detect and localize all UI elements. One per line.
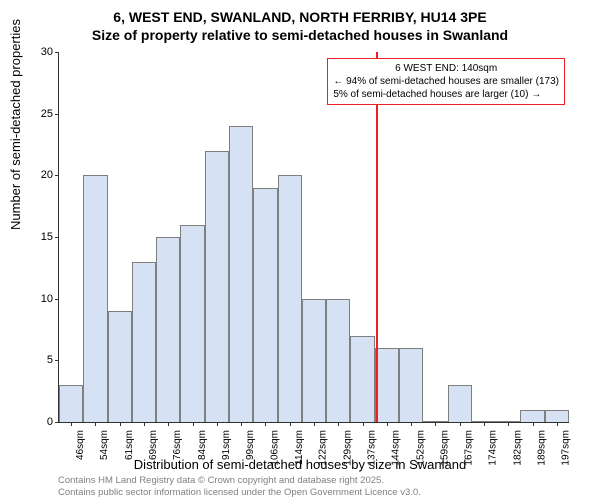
xtick-label: 84sqm [197, 430, 208, 460]
histogram-bar [326, 299, 350, 422]
histogram-bar [229, 126, 253, 422]
footer: Contains HM Land Registry data © Crown c… [58, 475, 421, 498]
xtick-mark [144, 422, 145, 426]
xtick-mark [168, 422, 169, 426]
xtick-mark [387, 422, 388, 426]
histogram-bar [278, 175, 302, 422]
xtick-mark [95, 422, 96, 426]
ytick-mark [55, 360, 59, 361]
ytick-mark [55, 422, 59, 423]
histogram-bar [132, 262, 156, 422]
xtick-label: 46sqm [75, 430, 86, 460]
xtick-mark [363, 422, 364, 426]
callout-box: 6 WEST END: 140sqm← 94% of semi-detached… [327, 58, 565, 105]
histogram-bar [156, 237, 180, 422]
histogram-bar [545, 410, 569, 422]
histogram-bar [520, 410, 544, 422]
xtick-mark [533, 422, 534, 426]
xtick-mark [484, 422, 485, 426]
xtick-mark [120, 422, 121, 426]
xtick-mark [508, 422, 509, 426]
ytick-label: 0 [27, 416, 53, 428]
title-line-2: Size of property relative to semi-detach… [0, 26, 600, 44]
histogram-bar [448, 385, 472, 422]
xtick-label: 91sqm [221, 430, 232, 460]
callout-line-2: ← 94% of semi-detached houses are smalle… [333, 75, 559, 88]
histogram-bar [59, 385, 83, 422]
xtick-mark [435, 422, 436, 426]
xtick-label: 76sqm [172, 430, 183, 460]
xtick-mark [241, 422, 242, 426]
x-axis-label: Distribution of semi-detached houses by … [0, 457, 600, 472]
xtick-mark [217, 422, 218, 426]
histogram-bar [108, 311, 132, 422]
ytick-mark [55, 175, 59, 176]
histogram-bar [253, 188, 277, 422]
histogram-bar [302, 299, 326, 422]
xtick-mark [338, 422, 339, 426]
footer-line-2: Contains public sector information licen… [58, 487, 421, 498]
ytick-mark [55, 237, 59, 238]
xtick-label: 99sqm [245, 430, 256, 460]
xtick-label: 61sqm [124, 430, 135, 460]
chart-container: 6, WEST END, SWANLAND, NORTH FERRIBY, HU… [0, 0, 600, 500]
callout-line-1: 6 WEST END: 140sqm [333, 62, 559, 75]
histogram-bar [205, 151, 229, 422]
histogram-bar [350, 336, 374, 422]
ytick-label: 15 [27, 231, 53, 243]
marker-line [376, 52, 378, 422]
ytick-mark [55, 299, 59, 300]
xtick-mark [265, 422, 266, 426]
footer-line-1: Contains HM Land Registry data © Crown c… [58, 475, 421, 486]
xtick-mark [71, 422, 72, 426]
xtick-label: 54sqm [99, 430, 110, 460]
plot-area: 05101520253046sqm54sqm61sqm69sqm76sqm84s… [58, 52, 569, 423]
title-line-1: 6, WEST END, SWANLAND, NORTH FERRIBY, HU… [0, 8, 600, 26]
histogram-bar [375, 348, 399, 422]
ytick-label: 5 [27, 354, 53, 366]
ytick-label: 10 [27, 293, 53, 305]
ytick-label: 30 [27, 46, 53, 58]
ytick-mark [55, 114, 59, 115]
xtick-label: 69sqm [148, 430, 159, 460]
callout-line-3: 5% of semi-detached houses are larger (1… [333, 88, 559, 101]
xtick-mark [411, 422, 412, 426]
xtick-mark [557, 422, 558, 426]
histogram-bar [399, 348, 423, 422]
ytick-label: 25 [27, 108, 53, 120]
histogram-bar [180, 225, 204, 422]
ytick-mark [55, 52, 59, 53]
histogram-bar [83, 175, 107, 422]
ytick-label: 20 [27, 169, 53, 181]
xtick-mark [314, 422, 315, 426]
xtick-mark [290, 422, 291, 426]
xtick-mark [460, 422, 461, 426]
title-block: 6, WEST END, SWANLAND, NORTH FERRIBY, HU… [0, 0, 600, 44]
xtick-mark [193, 422, 194, 426]
